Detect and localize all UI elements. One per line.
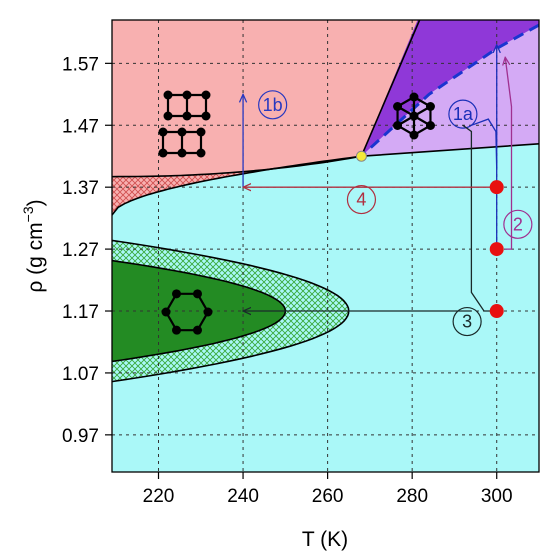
path-label-circle-4	[346, 184, 377, 215]
square-bilayer-icon-atom	[201, 90, 211, 100]
square-bilayer-icon-atom	[177, 148, 187, 158]
path-label-1b: 1b	[263, 95, 283, 115]
triangular-lattice-icon-atom	[409, 130, 419, 140]
x-tick-label: 220	[143, 486, 175, 507]
square-ice-region	[112, 20, 420, 177]
hexagonal-ring-icon-atom	[161, 307, 171, 317]
y-tick-label: 1.37	[62, 178, 99, 199]
phase-boundaries	[112, 20, 539, 383]
hexagonal-ring-icon	[161, 289, 213, 335]
hexagonal-ring-icon-atom	[172, 325, 181, 335]
triangular-lattice-icon	[393, 92, 435, 140]
x-tick-label: 240	[227, 486, 259, 507]
y-axis-ticks: 0.97 1.07 1.17 1.27 1.37 1.47 1.57	[62, 54, 112, 447]
y-axis-label-main: ρ (g cm	[24, 222, 47, 292]
path-label-4: 4	[356, 190, 366, 210]
path-3-hook	[462, 124, 497, 312]
path-label-2: 2	[513, 214, 523, 234]
x-tick-label: 260	[312, 486, 344, 507]
triangular-lattice-icon-atom	[409, 111, 419, 121]
hexagonal-ring-icon-atom	[172, 289, 181, 299]
square-bilayer-icon-atom	[158, 127, 168, 137]
y-tick-label: 0.97	[62, 426, 99, 447]
square-triangular-boundary	[360, 20, 421, 157]
path-label-circle-1a	[448, 99, 478, 129]
triangular-dashed-boundary	[360, 23, 539, 158]
x-axis-label: T (K)	[302, 528, 348, 551]
triangular-lattice-icon-atom	[393, 121, 403, 130]
triple-point-marker	[355, 150, 367, 162]
y-tick-label: 1.17	[62, 302, 99, 323]
thermodynamic-paths: 1a 1b 2 3 4	[243, 45, 533, 337]
square-bilayer-icon-atom	[182, 90, 192, 100]
path-label-3: 3	[462, 312, 472, 332]
hexagonal-ring-icon-atom	[193, 325, 202, 335]
hexagonal-outer-boundary	[112, 239, 350, 383]
y-axis-label-end: )	[24, 199, 47, 206]
path-label-1a: 1a	[453, 104, 474, 124]
path-label-circle-2	[503, 209, 533, 239]
path-label-circle-1b	[258, 90, 288, 120]
square-bilayer-icon-atom	[196, 148, 206, 158]
y-tick-label: 1.27	[62, 240, 99, 261]
y-tick-label: 1.57	[62, 54, 99, 75]
y-axis-label-exponent: −3	[20, 206, 36, 222]
liquid-solid-boundary	[112, 143, 539, 216]
square-bilayer-icon-atom	[182, 111, 192, 121]
path-label-circle-3	[452, 306, 482, 337]
triangular-lattice-icon-atom	[425, 121, 435, 130]
square-bilayer-icon-atom	[177, 127, 187, 137]
hexagonal-ring-icon-atom	[203, 307, 213, 317]
path-1a-hook	[471, 118, 498, 250]
path-2-arrow	[505, 57, 513, 250]
square-bilayer-icon-atom	[201, 111, 211, 121]
square-bilayer-icon-atom	[158, 148, 168, 158]
plot-frame	[111, 19, 540, 473]
triangular-coexistence-region	[361, 25, 539, 157]
square-bilayer-icon-atom	[196, 127, 206, 137]
square-liquid-boundary	[112, 155, 362, 178]
triangular-lattice-icon-atom	[393, 102, 403, 111]
hexagonal-inner-boundary	[112, 259, 287, 363]
state-point-1	[489, 180, 504, 195]
hexagonal-ring-icon-atom	[193, 289, 202, 299]
triangular-lattice-icon-atom	[409, 92, 419, 102]
state-point-3	[489, 304, 504, 319]
square-bilayer-icon-atom	[163, 90, 173, 100]
x-axis-ticks: 220 240 260 280 300	[143, 472, 513, 507]
square-bilayer-icon-atom	[163, 111, 173, 121]
x-tick-label: 280	[396, 486, 428, 507]
y-tick-label: 1.07	[62, 364, 99, 385]
y-axis-label: ρ (g cm−3)	[20, 199, 47, 292]
grid-lines	[112, 20, 539, 472]
state-point-markers	[355, 150, 504, 319]
lattice-icons	[158, 90, 435, 335]
triangular-lattice-icon-atom	[425, 102, 435, 111]
square-coexistence-hatch	[112, 156, 362, 215]
state-point-2	[489, 242, 504, 257]
square-bilayer-icon	[158, 90, 211, 158]
x-tick-label: 300	[481, 486, 513, 507]
y-tick-label: 1.47	[62, 116, 99, 137]
phase-regions	[112, 20, 539, 472]
